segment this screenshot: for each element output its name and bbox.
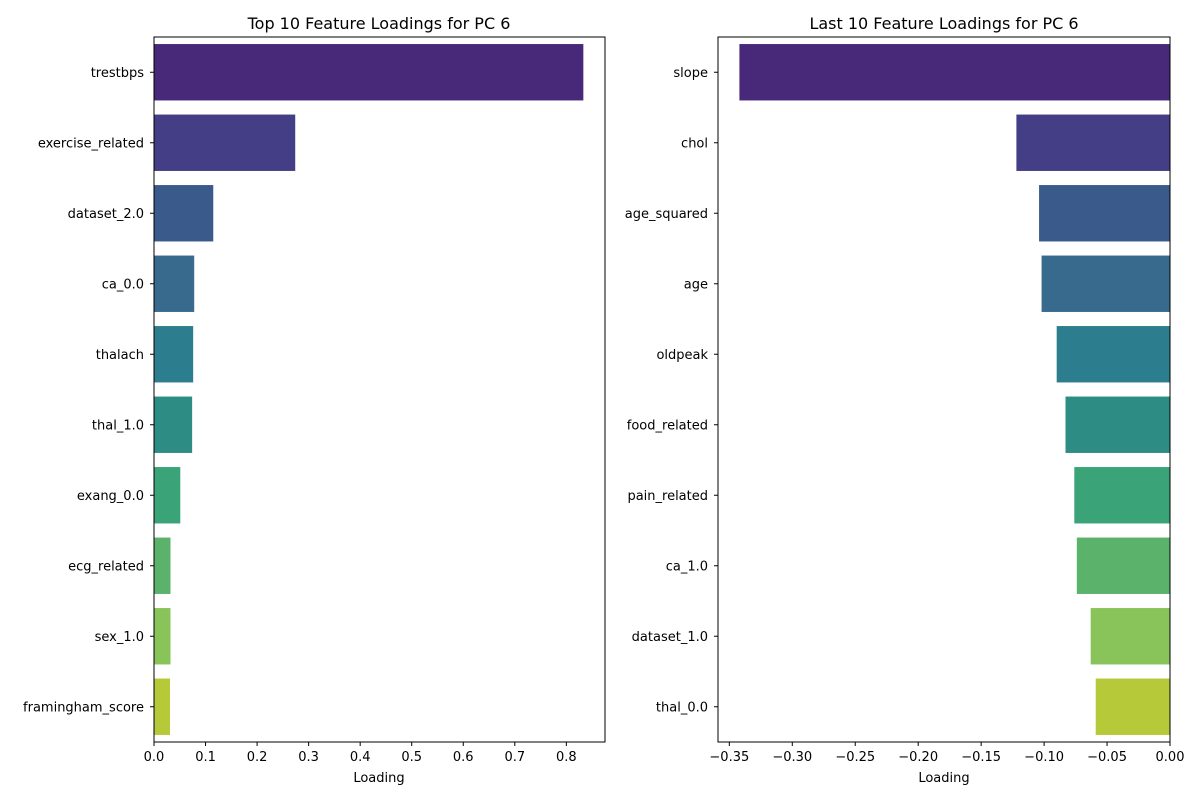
bar [1041, 255, 1170, 312]
x-tick-label: 0.00 [1156, 750, 1185, 765]
bar [154, 114, 296, 171]
bar [154, 467, 181, 524]
bar [1095, 678, 1170, 735]
x-axis-ticks: −0.35 −0.30 −0.25 −0.20 −0.15 −0.10 −0.05 0.00 [709, 742, 1184, 765]
y-tick-label: thalach [96, 348, 144, 363]
bar [154, 608, 171, 665]
x-tick-label: −0.35 [709, 750, 749, 765]
x-tick-label: −0.30 [772, 750, 812, 765]
bar [1039, 185, 1170, 242]
bar [154, 185, 214, 242]
bar [154, 326, 194, 383]
x-tick-label: 0.6 [453, 750, 474, 765]
y-tick-label: oldpeak [656, 348, 708, 363]
bar [739, 44, 1170, 101]
bars-group [739, 44, 1170, 735]
x-tick-label: 0.1 [195, 750, 216, 765]
bar [154, 44, 584, 101]
bar [1016, 114, 1170, 171]
y-tick-label: slope [673, 66, 708, 81]
bar [1074, 467, 1170, 524]
x-tick-label: 0.8 [556, 750, 577, 765]
bar [154, 678, 170, 735]
x-axis-ticks: 0.0 0.1 0.2 0.3 0.4 0.5 0.6 0.7 0.8 [144, 742, 577, 765]
y-tick-label: dataset_2.0 [68, 207, 144, 222]
y-tick-label: exercise_related [38, 136, 144, 151]
x-axis-label: Loading [353, 771, 404, 786]
bar [1065, 396, 1170, 453]
bar [1056, 326, 1170, 383]
last-loadings-chart: Last 10 Feature Loadings for PC 6 slope c… [625, 14, 1185, 786]
y-tick-label: trestbps [91, 66, 145, 81]
x-tick-label: 0.4 [350, 750, 371, 765]
x-tick-label: −0.20 [898, 750, 938, 765]
axes-frame [153, 36, 606, 743]
y-tick-label: ca_0.0 [102, 277, 144, 292]
y-tick-label: chol [681, 136, 708, 151]
bars-group [154, 44, 584, 735]
x-tick-label: −0.15 [961, 750, 1001, 765]
y-tick-label: thal_0.0 [656, 700, 708, 715]
y-tick-label: sex_1.0 [95, 630, 144, 645]
y-tick-label: dataset_1.0 [632, 630, 708, 645]
x-tick-label: −0.25 [835, 750, 875, 765]
x-axis-label: Loading [918, 771, 969, 786]
y-tick-label: framingham_score [23, 700, 144, 715]
y-tick-label: age [684, 277, 708, 292]
x-tick-label: 0.3 [298, 750, 319, 765]
top-loadings-chart: Top 10 Feature Loadings for PC 6 trestbp… [23, 14, 606, 786]
x-tick-label: −0.10 [1024, 750, 1064, 765]
y-tick-label: exang_0.0 [77, 489, 144, 504]
x-tick-label: 0.7 [504, 750, 525, 765]
bar [1076, 537, 1170, 594]
y-tick-label: ca_1.0 [666, 559, 708, 574]
x-tick-label: −0.05 [1087, 750, 1127, 765]
y-axis-ticks: trestbps exercise_related dataset_2.0 ca_0.… [23, 66, 154, 715]
y-tick-label: thal_1.0 [92, 418, 144, 433]
y-tick-label: pain_related [627, 489, 708, 504]
x-tick-label: 0.0 [144, 750, 165, 765]
y-tick-label: ecg_related [68, 559, 144, 574]
bar [1090, 608, 1170, 665]
axes-frame [717, 36, 1171, 743]
bar [154, 537, 171, 594]
x-tick-label: 0.5 [401, 750, 422, 765]
y-tick-label: age_squared [625, 207, 708, 222]
bar [154, 396, 193, 453]
x-tick-label: 0.2 [247, 750, 268, 765]
y-tick-label: food_related [627, 418, 708, 433]
chart-title: Top 10 Feature Loadings for PC 6 [247, 14, 511, 33]
bar [154, 255, 195, 312]
chart-title: Last 10 Feature Loadings for PC 6 [809, 14, 1078, 33]
